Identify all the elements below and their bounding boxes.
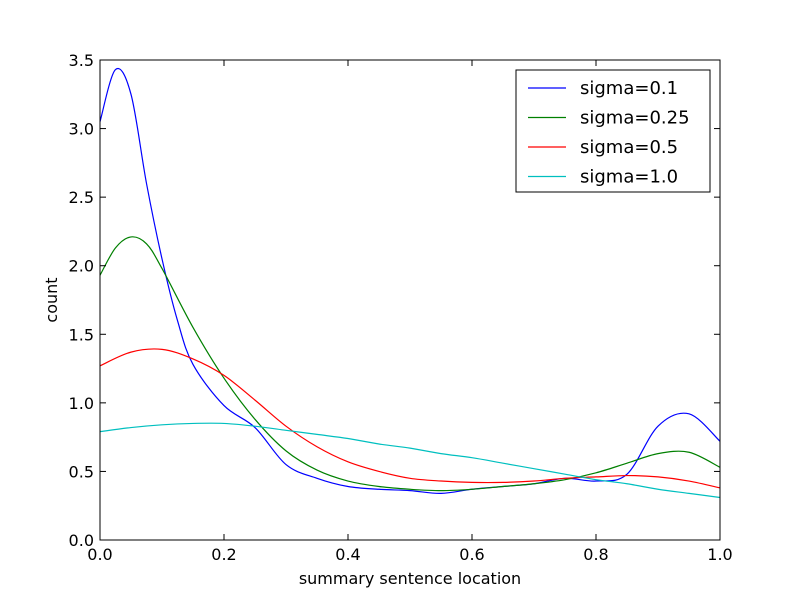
y-tick-label: 0.0 — [69, 531, 94, 550]
series-layer — [99, 67, 721, 499]
x-axis-label: summary sentence location — [299, 569, 521, 588]
x-tick-label: 0.2 — [211, 545, 236, 564]
series-line-sigma-0-5 — [99, 348, 721, 489]
x-tick-label: 0.0 — [87, 545, 112, 564]
axes-frame — [99, 59, 721, 541]
y-tick-label: 1.5 — [69, 325, 94, 344]
legend-label: sigma=1.0 — [580, 167, 678, 188]
legend-box — [515, 69, 711, 193]
y-tick-label: 3.5 — [69, 51, 94, 70]
legend: sigma=0.1 sigma=0.25 sigma=0.5 sigma=1.0 — [515, 69, 711, 193]
x-tick-label: 0.4 — [335, 545, 360, 564]
series-line-sigma-0-25 — [99, 236, 721, 492]
y-tick-label: 1.0 — [69, 394, 94, 413]
series-line-sigma-1-0 — [99, 422, 721, 499]
x-tick-label: 0.8 — [583, 545, 608, 564]
y-axis-label: count — [42, 277, 61, 322]
y-tick-label: 3.0 — [69, 120, 94, 139]
legend-label: sigma=0.5 — [580, 137, 678, 158]
legend-label: sigma=0.1 — [580, 78, 678, 99]
series-line-sigma-0-1 — [99, 67, 721, 494]
legend-label: sigma=0.25 — [580, 108, 690, 129]
x-tick-label: 1.0 — [707, 545, 732, 564]
x-tick-label: 0.6 — [459, 545, 484, 564]
y-tick-label: 0.5 — [69, 462, 94, 481]
ticks-layer: 0.0 0.2 0.4 0.6 0.8 1.0 0.0 0.5 1.0 1.5 2.0 2.5 3.0 3… — [69, 51, 733, 564]
y-tick-label: 2.5 — [69, 188, 94, 207]
y-tick-label: 2.0 — [69, 257, 94, 276]
